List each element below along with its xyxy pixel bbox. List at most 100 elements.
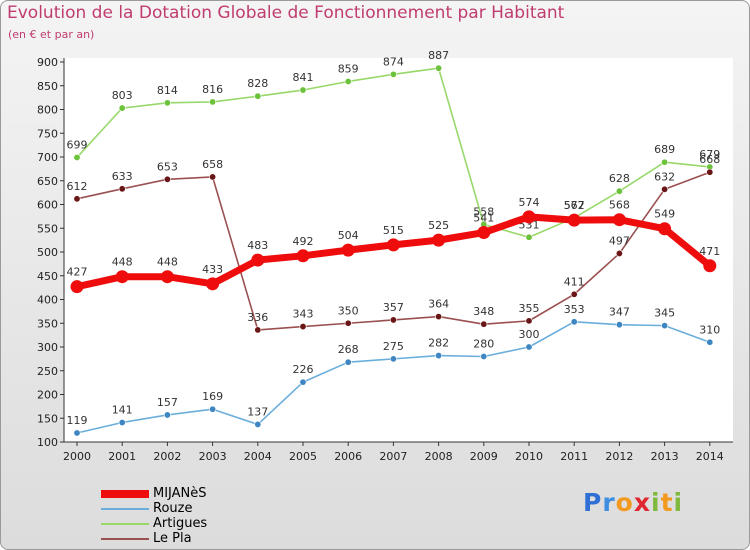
data-label-mijan-s: 515 — [383, 224, 404, 237]
data-point-le-pla — [118, 185, 126, 193]
data-label-rouze: 345 — [654, 307, 675, 320]
data-point-rouze — [706, 338, 714, 346]
data-point-mijan-s — [206, 277, 220, 291]
data-point-mijan-s — [658, 222, 672, 236]
x-tick-label: 2000 — [63, 450, 91, 463]
data-label-le-pla: 632 — [654, 170, 675, 183]
data-point-mijan-s — [341, 243, 355, 257]
data-point-rouze — [570, 318, 578, 326]
data-label-mijan-s: 492 — [293, 235, 314, 248]
x-tick-label: 2002 — [153, 450, 181, 463]
data-label-le-pla: 364 — [428, 298, 449, 311]
data-point-le-pla — [661, 185, 669, 193]
legend-item-rouze: Rouze — [101, 501, 207, 516]
x-tick-label: 2014 — [696, 450, 724, 463]
x-tick-label: 2011 — [560, 450, 588, 463]
data-label-mijan-s: 525 — [428, 219, 449, 232]
data-point-le-pla — [435, 313, 443, 321]
x-tick-label: 2006 — [334, 450, 362, 463]
data-label-le-pla: 348 — [473, 305, 494, 318]
data-label-rouze: 157 — [157, 396, 178, 409]
y-tick-label: 700 — [37, 151, 58, 164]
data-point-rouze — [163, 411, 171, 419]
proxiti-logo: Proxiti — [583, 488, 683, 517]
x-tick-label: 2012 — [605, 450, 633, 463]
data-label-rouze: 275 — [383, 340, 404, 353]
data-label-rouze: 226 — [293, 363, 314, 376]
logo-letter: i — [673, 488, 684, 517]
data-point-mijan-s — [70, 280, 84, 294]
data-label-mijan-s: 549 — [654, 208, 675, 221]
data-point-artigues — [118, 104, 126, 112]
data-label-rouze: 137 — [247, 405, 268, 418]
data-point-rouze — [525, 343, 533, 351]
data-point-rouze — [389, 355, 397, 363]
legend: MIJANèS Rouze Artigues Le Pla — [101, 486, 207, 546]
y-tick-label: 550 — [37, 222, 58, 235]
data-point-le-pla — [299, 323, 307, 331]
data-label-rouze: 310 — [699, 323, 720, 336]
data-point-mijan-s — [296, 249, 310, 263]
legend-label-mijanes: MIJANèS — [153, 486, 207, 501]
data-point-le-pla — [525, 317, 533, 325]
data-point-rouze — [480, 352, 488, 360]
data-label-artigues: 689 — [654, 143, 675, 156]
legend-swatch-mijanes — [101, 489, 149, 498]
data-point-rouze — [615, 321, 623, 329]
data-label-artigues: 558 — [473, 205, 494, 218]
data-label-rouze: 119 — [67, 414, 88, 427]
logo-letter: t — [660, 488, 674, 517]
data-label-artigues: 699 — [67, 138, 88, 151]
y-tick-label: 850 — [37, 80, 58, 93]
data-point-mijan-s — [477, 226, 491, 240]
data-label-le-pla: 633 — [112, 170, 133, 183]
data-point-artigues — [661, 158, 669, 166]
data-label-le-pla: 357 — [383, 301, 404, 314]
data-label-artigues: 887 — [428, 49, 449, 62]
data-label-artigues: 816 — [202, 83, 223, 96]
data-label-artigues: 572 — [564, 199, 585, 212]
logo-letter: r — [602, 488, 616, 517]
data-point-rouze — [254, 420, 262, 428]
data-label-artigues: 841 — [293, 71, 314, 84]
data-label-le-pla: 355 — [519, 302, 540, 315]
data-label-le-pla: 612 — [67, 180, 88, 193]
data-label-le-pla: 668 — [699, 153, 720, 166]
legend-label-le-pla: Le Pla — [153, 531, 192, 546]
data-label-le-pla: 653 — [157, 160, 178, 173]
data-point-artigues — [615, 187, 623, 195]
data-label-mijan-s: 448 — [157, 256, 178, 269]
data-label-rouze: 300 — [519, 328, 540, 341]
data-label-le-pla: 411 — [564, 275, 585, 288]
data-point-mijan-s — [251, 253, 265, 267]
logo-letter: x — [633, 488, 651, 517]
y-tick-label: 500 — [37, 246, 58, 259]
data-point-rouze — [299, 378, 307, 386]
data-label-rouze: 282 — [428, 337, 449, 350]
data-point-artigues — [163, 99, 171, 107]
data-label-mijan-s: 483 — [247, 239, 268, 252]
data-label-mijan-s: 574 — [519, 196, 540, 209]
legend-label-artigues: Artigues — [153, 516, 208, 531]
y-tick-label: 900 — [37, 56, 58, 69]
y-tick-label: 100 — [37, 436, 58, 449]
data-point-mijan-s — [160, 270, 174, 284]
data-label-artigues: 828 — [247, 77, 268, 90]
data-point-le-pla — [344, 319, 352, 327]
x-tick-label: 2003 — [199, 450, 227, 463]
y-tick-label: 450 — [37, 270, 58, 283]
data-point-mijan-s — [612, 213, 626, 227]
data-point-artigues — [254, 92, 262, 100]
data-label-artigues: 679 — [699, 148, 720, 161]
data-point-mijan-s — [522, 210, 536, 224]
data-label-mijan-s: 567 — [564, 199, 585, 212]
data-label-le-pla: 497 — [609, 234, 630, 247]
logo-letter: o — [615, 488, 634, 517]
data-point-artigues — [73, 153, 81, 161]
data-point-rouze — [209, 405, 217, 413]
y-tick-label: 300 — [37, 341, 58, 354]
data-label-mijan-s: 504 — [338, 229, 359, 242]
data-point-artigues — [389, 70, 397, 78]
y-tick-label: 150 — [37, 412, 58, 425]
